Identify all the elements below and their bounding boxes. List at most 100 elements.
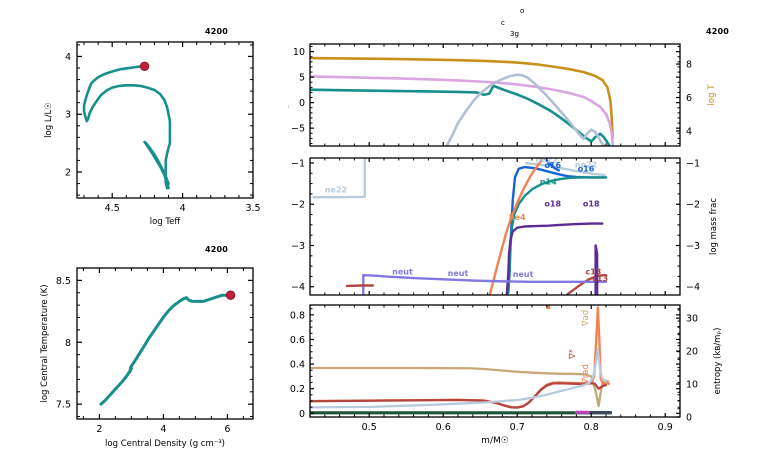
mid-ytick-right: −4	[686, 282, 700, 293]
rhot-xtick: 2	[96, 424, 102, 435]
profile-xtick: 0.5	[362, 422, 377, 433]
mid-ytick-left: −1	[291, 158, 305, 169]
hr-ytick: 3	[65, 110, 71, 121]
mid-ytick-left: −4	[291, 282, 305, 293]
hr-ytick: 2	[65, 168, 71, 179]
bot-ytick-left: 0.8	[290, 310, 305, 321]
abundance-label-neut: neut	[448, 269, 469, 278]
gradient-label-∇ad: ∇ad	[581, 310, 591, 327]
curve-he4-drop	[544, 158, 560, 172]
rho-t-model-id: 4200	[205, 245, 229, 254]
abundance-label-ne22: ne22	[536, 156, 558, 165]
abundance-label-he4: he4	[509, 213, 526, 222]
abundance-label-neut: neut	[513, 270, 534, 279]
mid-ylabel-right: log mass frac	[709, 198, 719, 255]
top-panel-curves	[310, 56, 614, 146]
rhot-xlabel: log Central Density (g cm⁻³)	[105, 439, 225, 449]
mid-ytick-right: −1	[686, 158, 700, 169]
profile-xtick: 0.6	[436, 422, 451, 433]
top-ytick-right: 6	[686, 93, 692, 104]
hr-model-id: 4200	[205, 27, 229, 36]
stray-mark-o: o	[520, 7, 525, 15]
top-ylabel-right: log T	[707, 84, 717, 106]
curve-entropy	[310, 348, 608, 409]
stray-mark-3g: 3g	[510, 30, 519, 38]
rhot-ytick: 8	[65, 338, 71, 349]
abundance-label-o16: o16	[544, 161, 561, 170]
hr-current-model-marker	[139, 61, 150, 71]
rhot-ytick: 8.5	[56, 276, 71, 287]
abundance-label-n14: n14	[540, 177, 557, 186]
abundance-label-c13: c13	[585, 267, 601, 276]
profile-xlabel: m/M☉	[481, 436, 509, 446]
mid-ytick-left: −3	[291, 241, 305, 252]
curve-log-eps-nuc	[445, 73, 606, 146]
abundance-label-ne22: ne22	[575, 160, 597, 169]
hr-ylabel: log L/L☉	[44, 102, 54, 138]
top-ytick-left: 5	[299, 73, 305, 84]
gradient-label-∇rad: ∇rad	[581, 364, 591, 385]
profile-xtick: 0.9	[658, 422, 673, 433]
rhot-current-model-marker	[225, 290, 236, 300]
bot-ytick-right: 20	[686, 347, 698, 358]
hr-ytick: 4	[65, 52, 71, 63]
bot-ytick-left: 0.4	[290, 360, 305, 371]
rhot-xtick: 6	[224, 424, 230, 435]
abundance-label-neut: neut	[392, 267, 413, 276]
top-ytick-right: 4	[686, 126, 692, 137]
abundance-label-c13: c13	[592, 274, 608, 283]
bottom-panel-marker	[546, 305, 551, 309]
abundance-label-ne22: ne22	[325, 186, 347, 195]
hr-axes-frame	[76, 41, 254, 199]
bot-ytick-right: 0	[686, 413, 692, 424]
hr-xlabel: log Teff	[150, 217, 182, 227]
curve-log-eps-nu	[310, 84, 611, 146]
curve-spike-purple	[594, 244, 599, 295]
central-rho-t-panel: 4200 2 4 6 8.5 8 7.5 log Central Density (g cm…	[0, 232, 290, 460]
curve-he4	[488, 158, 544, 295]
bottom-panel-frame	[309, 304, 681, 418]
profile-xtick: 0.7	[510, 422, 525, 433]
bot-ytick-left: 0.2	[290, 384, 305, 395]
bot-ytick-left: 0	[299, 409, 305, 420]
hr-xtick: 3.5	[245, 203, 260, 214]
rhot-ylabel: log Central Temperature (K)	[40, 284, 50, 402]
curve-c13	[566, 273, 608, 295]
bot-ytick-left: 0.6	[290, 335, 305, 346]
rhot-evolution-track	[99, 293, 231, 406]
rhot-xtick: 4	[160, 424, 166, 435]
mid-ytick-right: −2	[686, 200, 700, 211]
bottom-panel-curves	[310, 305, 613, 415]
hr-xtick: 4	[180, 203, 186, 214]
curve-grad-rad	[310, 306, 611, 409]
bot-ytick-right: 10	[686, 380, 698, 391]
gradient-label-∇*: ∇*	[568, 349, 578, 360]
curve-o18	[505, 222, 604, 295]
rhot-ytick: 7.5	[56, 400, 71, 411]
rhot-axes-frame	[76, 267, 254, 420]
mid-ytick-right: −3	[686, 241, 700, 252]
top-ytick-left: 0	[299, 98, 305, 109]
profile-xtick: 0.8	[584, 422, 599, 433]
hr-diagram-plot: 4.5 4 3.5 4 3 2 log Teff log L/L☉	[44, 41, 261, 227]
curve-log-rho	[310, 75, 614, 146]
curve-ne22-upper	[524, 162, 606, 177]
curve-log-t	[310, 56, 614, 139]
abundance-label-o16: o16	[578, 165, 595, 174]
abundance-label-o18: o18	[544, 200, 561, 209]
hr-evolution-track	[82, 64, 172, 190]
hr-diagram-panel: 4200 4.5 4 3.5 4 3 2 log Teff log L/L☉	[0, 0, 290, 235]
mid-ytick-left: −2	[291, 200, 305, 211]
central-rho-t-plot: 2 4 6 8.5 8 7.5 log Central Density (g cm⁻³) lo…	[40, 267, 254, 449]
top-ytick-left: −5	[291, 124, 305, 135]
bot-ylabel-right: entropy (kʙ/mₚ)	[713, 328, 723, 395]
curve-ne22	[312, 158, 366, 199]
curve-neut	[362, 273, 608, 295]
profile-model-id: 4200	[706, 27, 730, 36]
top-ytick-right: 8	[686, 60, 692, 71]
middle-panel-frame	[309, 157, 681, 296]
hr-xtick: 4.5	[105, 203, 120, 214]
abundance-label-o18: o18	[583, 199, 600, 208]
